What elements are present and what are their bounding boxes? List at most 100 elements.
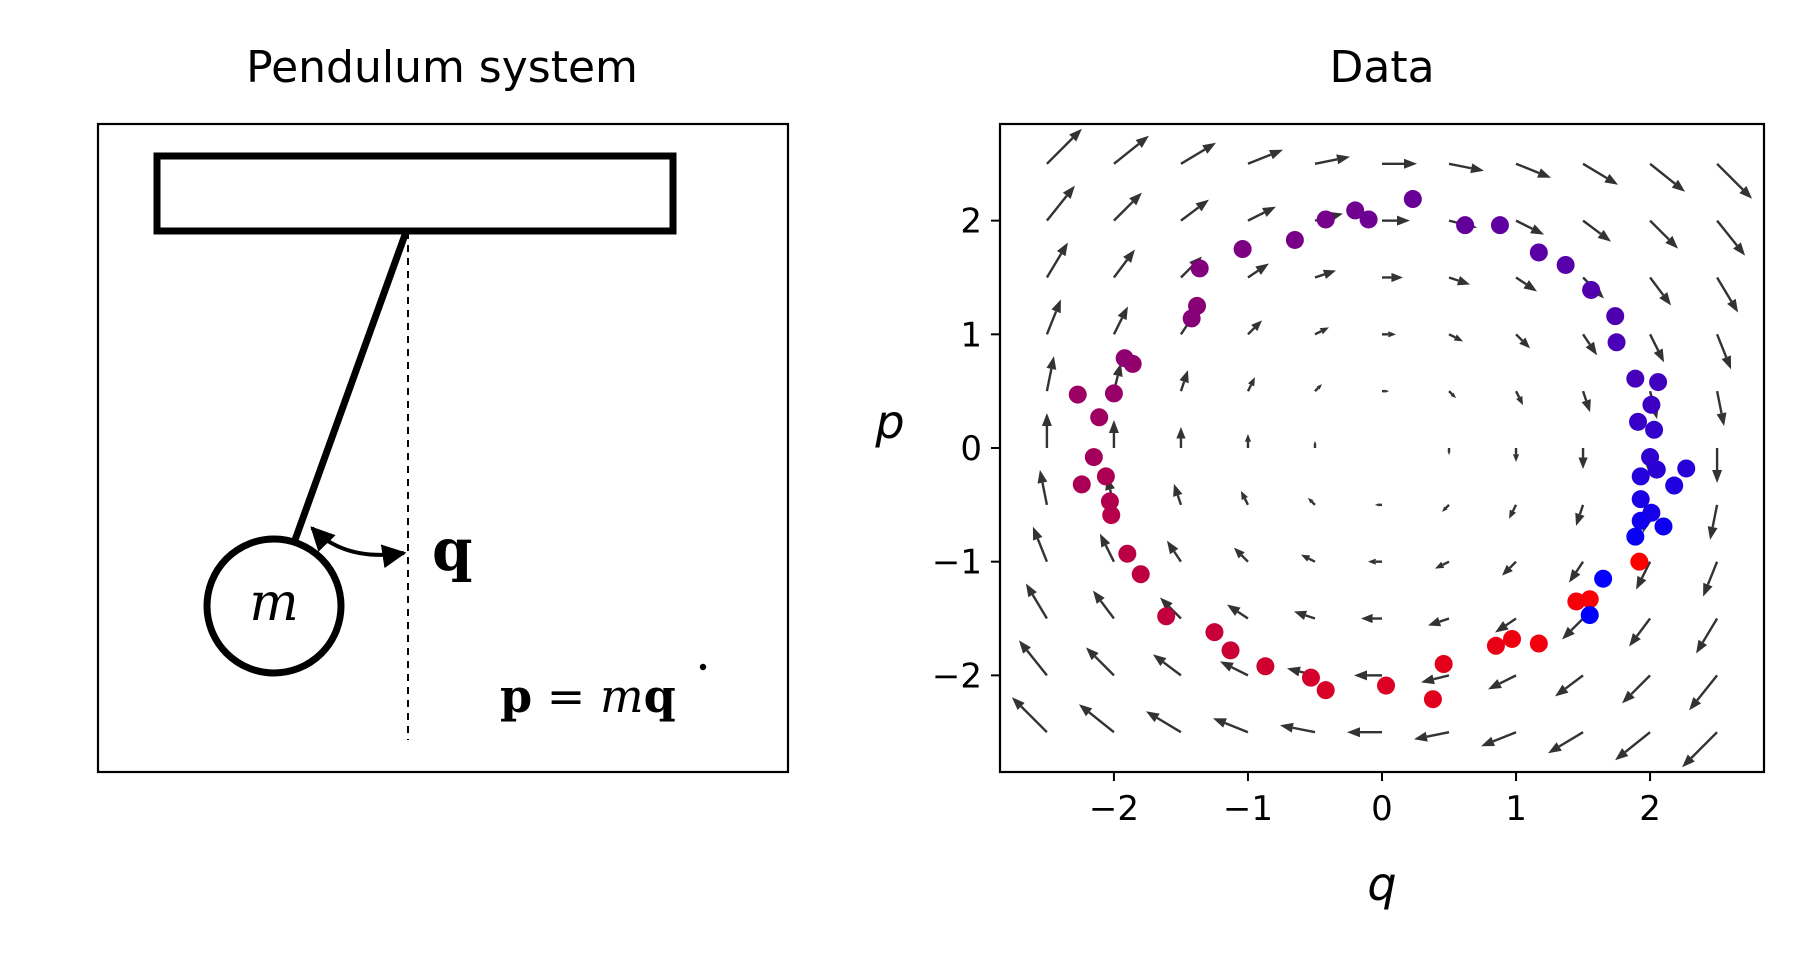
quiver-arrow	[1622, 674, 1651, 704]
quiver-arrow	[1368, 558, 1382, 565]
quiver-arrow-shaft	[1564, 674, 1584, 690]
data-point	[1626, 369, 1645, 388]
quiver-arrow-shaft	[1156, 716, 1182, 734]
quiver-arrow-head	[1240, 490, 1248, 501]
data-point	[1084, 448, 1103, 467]
data-point	[1256, 657, 1275, 676]
quiver-arrow-head	[1078, 704, 1093, 717]
quiver-arrow-shaft	[1246, 384, 1253, 392]
quiver-arrow	[1448, 390, 1457, 399]
momentum-equation: p = mq	[500, 669, 676, 723]
quiver-arrow	[1649, 162, 1686, 192]
quiver-arrow-shaft	[1649, 162, 1676, 185]
quiver-arrow-shaft	[1448, 276, 1459, 282]
equation-mass: m	[600, 669, 644, 723]
pendulum-bob	[203, 535, 345, 677]
quiver-arrow	[1180, 199, 1209, 222]
x-tick-label: 2	[1639, 789, 1661, 829]
quiver-arrow-shaft	[1716, 162, 1744, 191]
quiver-arrow-head	[1041, 413, 1052, 426]
quiver-arrow-head	[1397, 215, 1410, 226]
quiver-arrow-shaft	[1046, 137, 1074, 165]
quiver-arrow-head	[1152, 654, 1167, 667]
quiver-arrow-head	[1286, 666, 1301, 677]
quiver-arrow	[1145, 711, 1182, 734]
quiver-arrow	[1514, 390, 1524, 406]
quiver-arrow-head	[1069, 128, 1082, 142]
quiver-arrow-head	[1696, 639, 1708, 654]
quiver-arrow-head	[1322, 269, 1336, 279]
quiver-arrow-head	[1739, 186, 1753, 199]
quiver-arrow	[1112, 306, 1128, 335]
quiver-arrow-head	[1707, 526, 1718, 540]
quiver-arrow	[1495, 617, 1517, 633]
quiver-arrow-head	[1578, 457, 1588, 469]
x-tick-label: 1	[1505, 789, 1527, 829]
quiver-arrow-head	[1391, 272, 1403, 283]
y-tick-label: −1	[932, 543, 982, 583]
quiver-arrow	[1555, 674, 1584, 697]
quiver-arrow-head	[1099, 533, 1111, 548]
quiver-arrow-shaft	[1088, 711, 1115, 734]
quiver-arrow-shaft	[1168, 605, 1182, 620]
quiver-arrow-head	[1509, 509, 1516, 519]
quiver-arrow-head	[1279, 722, 1294, 733]
quiver-arrow-shaft	[1045, 310, 1058, 335]
quiver-arrow-shaft	[1715, 390, 1723, 414]
mass-label: m	[249, 573, 298, 633]
quiver-arrow	[1112, 249, 1135, 279]
data-point	[1403, 190, 1422, 209]
quiver-arrow-head	[1202, 142, 1216, 154]
quiver-arrow-shaft	[1112, 259, 1129, 279]
data-point	[1072, 475, 1091, 494]
quiver-arrow-head	[1251, 320, 1262, 332]
quiver-arrow-shaft	[1310, 500, 1316, 506]
quiver-arrow-shaft	[1243, 498, 1250, 506]
quiver-arrow	[1649, 276, 1672, 306]
quiver-arrow-shaft	[1499, 674, 1517, 685]
quiver-arrow	[1488, 674, 1517, 690]
quiver-arrow-shaft	[1515, 162, 1540, 175]
quiver-arrow	[1715, 390, 1727, 427]
quiver-arrow-head	[1585, 341, 1598, 356]
quiver-arrow-head	[1421, 674, 1435, 685]
data-point	[1346, 201, 1365, 220]
quiver-arrow	[1361, 613, 1382, 624]
x-axis-label: q	[1367, 857, 1396, 911]
quiver-arrow-head	[1659, 292, 1672, 306]
equation-lhs: p	[500, 669, 532, 723]
quiver-arrow-head	[1195, 199, 1209, 212]
y-axis-ticks: −2 −1 0 1 2	[932, 202, 1000, 696]
quiver-arrow-shaft	[1247, 153, 1272, 165]
quiver-arrow-shaft	[1113, 142, 1140, 165]
quiver-arrow	[1442, 503, 1450, 512]
pendulum-title: Pendulum system	[246, 42, 638, 93]
quiver-arrow	[1578, 448, 1588, 469]
quiver-arrow-shaft	[1508, 560, 1517, 569]
quiver-arrow	[1176, 427, 1186, 448]
quiver-arrow-shaft	[1099, 600, 1115, 620]
quiver-arrow-head	[1176, 427, 1186, 439]
quiver-arrow	[1689, 674, 1719, 711]
data-point	[1190, 259, 1209, 278]
quiver-arrow-head	[1307, 497, 1314, 504]
y-tick-label: 1	[960, 315, 982, 355]
quiver-arrow	[1347, 727, 1382, 738]
quiver-arrow-shaft	[1026, 649, 1048, 677]
quiver-arrow-head	[1689, 697, 1702, 711]
quiver-arrow-shaft	[1582, 333, 1591, 346]
quiver-arrow-shaft	[1716, 276, 1733, 302]
quiver-arrow	[1025, 583, 1048, 620]
data-point	[1647, 460, 1666, 479]
quiver-arrow-head	[1347, 727, 1360, 738]
data-point	[1301, 668, 1320, 687]
quiver-arrow	[1046, 128, 1082, 165]
qdot-dot	[699, 663, 707, 671]
pendulum-panel: Pendulum system m q p = mq	[96, 42, 790, 774]
quiver-arrow-shaft	[1180, 148, 1206, 165]
quiver-arrow-head	[1179, 370, 1189, 384]
quiver-arrow-head	[1615, 748, 1629, 761]
quiver-arrow	[1152, 654, 1182, 677]
quiver-arrow	[1382, 272, 1403, 283]
quiver-arrow	[1382, 158, 1417, 169]
